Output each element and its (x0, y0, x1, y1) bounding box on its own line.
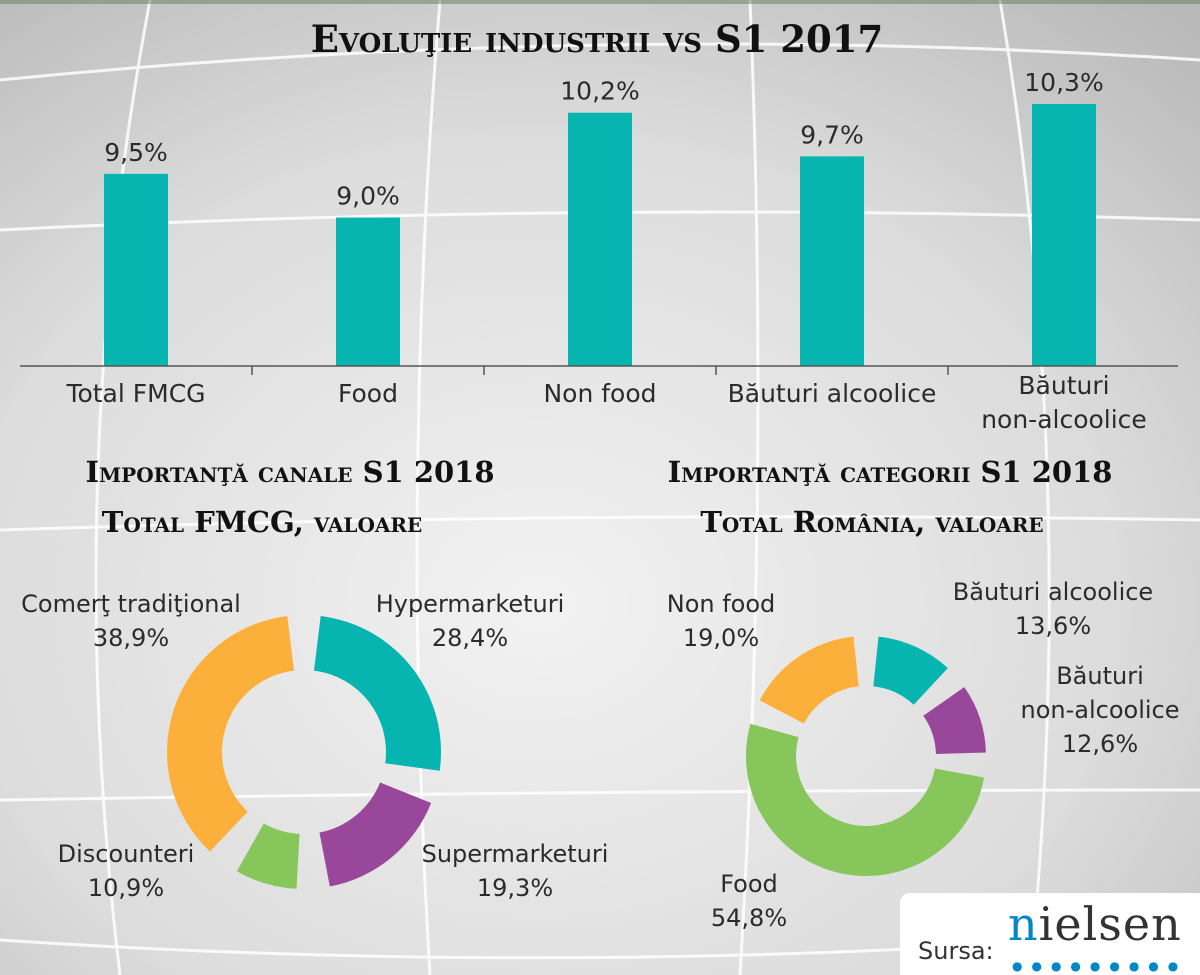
pie-categories-label-2: Food (720, 870, 778, 898)
pie-categories-subtitle: Total România, valoare (700, 505, 1043, 539)
x-tick-label-1: Food (338, 379, 398, 408)
pie-categories-value-label-0: 13,6% (1015, 612, 1091, 640)
pie-categories-slice-3 (759, 636, 859, 724)
pie-channels-value-label-2: 10,9% (88, 874, 164, 902)
pie-channels-slice-1 (319, 782, 432, 887)
source-box: Sursa: nielsen ●●●●●●●●● (900, 893, 1200, 975)
bar-chart-title: Evoluţie industrii vs S1 2017 (311, 17, 884, 61)
x-tick-label-0: Total FMCG (65, 379, 205, 408)
pie-categories-slices: Băuturi alcoolice 13,6% Băuturi non-alcooli… (667, 578, 1180, 932)
pie-channels-label-1: Supermarketuri (422, 840, 609, 868)
pie-categories-title: Importanţă categorii S1 2018 (668, 455, 1113, 489)
bar-value-label-0: 9,5% (104, 138, 168, 167)
bar-4 (1032, 104, 1096, 366)
x-tick-label-3: Băuturi alcoolice (728, 379, 937, 408)
pie-categories-label-0: Băuturi alcoolice (953, 578, 1153, 606)
bar-value-label-4: 10,3% (1024, 68, 1103, 97)
pie-categories-label-1-1: non-alcoolice (1021, 696, 1180, 724)
pie-channels-slices: Hypermarketuri 28,4% Supermarketuri 19,3% Di… (21, 590, 608, 902)
pie-categories-value-label-2: 54,8% (711, 904, 787, 932)
bars-group: 9,5% 9,0% 10,2% 9,7% 10,3% (104, 68, 1104, 366)
nielsen-logo: nielsen (1008, 897, 1182, 951)
pie-channels-label-2: Discounteri (58, 840, 195, 868)
pie-categories-slice-0 (873, 636, 948, 705)
pie-categories-value-label-3: 19,0% (683, 624, 759, 652)
nielsen-logo-dots: ●●●●●●●●● (1012, 959, 1188, 973)
bar-3 (800, 156, 864, 366)
pie-channels-label-0: Hypermarketuri (376, 590, 565, 618)
bar-1 (336, 217, 400, 366)
bar-value-label-3: 9,7% (800, 120, 864, 149)
pie-channels-value-label-0: 28,4% (432, 624, 508, 652)
x-ticks-group: Total FMCG Food Non food Băuturi alcoolice B… (65, 366, 1147, 434)
pie-channels-slice-3 (167, 616, 295, 852)
bar-chart: Evoluţie industrii vs S1 2017 9,5% 9,0% 10… (20, 17, 1178, 434)
source-label: Sursa: (918, 937, 994, 965)
pie-channels-slice-2 (236, 823, 300, 889)
pie-channels-slice-0 (313, 616, 441, 771)
pie-channels-value-label-3: 38,9% (93, 624, 169, 652)
pie-categories-slice-1 (923, 687, 986, 754)
pie-categories-slice-2 (746, 723, 985, 876)
x-tick-label-4-1: non-alcoolice (981, 405, 1147, 434)
pie-chart-categories: Importanţă categorii S1 2018 Total Român… (667, 455, 1180, 932)
pie-chart-channels: Importanţă canale S1 2018 Total FMCG, va… (21, 455, 608, 902)
bar-0 (104, 173, 168, 366)
pie-categories-value-label-1: 12,6% (1062, 730, 1138, 758)
x-tick-label-4-0: Băuturi (1018, 371, 1109, 400)
pie-channels-title: Importanţă canale S1 2018 (85, 455, 494, 489)
bar-value-label-1: 9,0% (336, 182, 400, 211)
pie-channels-value-label-1: 19,3% (477, 874, 553, 902)
pie-categories-label-1-0: Băuturi (1056, 662, 1144, 690)
pie-channels-label-3: Comerţ tradiţional (21, 590, 241, 618)
pie-channels-subtitle: Total FMCG, valoare (102, 505, 423, 539)
pie-categories-label-3: Non food (667, 590, 776, 618)
x-tick-label-2: Non food (543, 379, 656, 408)
bar-value-label-2: 10,2% (560, 77, 639, 106)
bar-2 (568, 112, 632, 366)
